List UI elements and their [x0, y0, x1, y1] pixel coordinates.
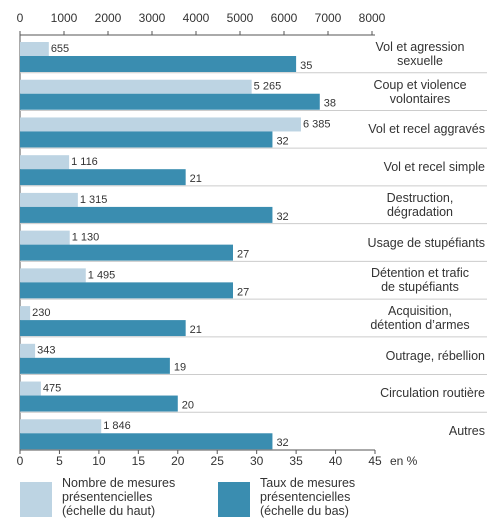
value-label: 230	[32, 307, 50, 319]
value-label: 1 116	[71, 156, 98, 168]
bar-bottom-scale	[20, 56, 297, 72]
value-label: 1 846	[103, 420, 131, 432]
value-label: 27	[237, 286, 249, 298]
value-label: 38	[324, 98, 336, 110]
category-label: Acquisition, détention d’armes	[370, 303, 470, 332]
top-tick-label: 1000	[51, 11, 78, 25]
bar-bottom-scale	[20, 433, 273, 450]
bar-top-scale	[20, 381, 41, 396]
top-tick-label: 5000	[227, 11, 254, 25]
value-label: 1 495	[88, 269, 116, 281]
legend-swatch	[20, 482, 52, 517]
bottom-tick-label: 45	[368, 454, 382, 468]
bottom-tick-label: 25	[211, 454, 225, 468]
bar-bottom-scale	[20, 395, 178, 412]
bar-bottom-scale	[20, 282, 233, 299]
bar-top-scale	[20, 192, 78, 207]
top-tick-label: 2000	[95, 11, 122, 25]
legend-label: Nombre de mesures présentencielles (éche…	[62, 476, 176, 518]
value-label: 21	[190, 173, 202, 185]
value-label: 32	[276, 135, 288, 147]
bottom-tick-label: 15	[132, 454, 146, 468]
bar-bottom-scale	[20, 206, 273, 223]
category-label: Coup et violence volontaires	[373, 77, 467, 106]
value-label: 21	[190, 324, 202, 336]
value-label: 19	[174, 362, 186, 374]
value-label: 343	[37, 345, 55, 357]
bar-top-scale	[20, 268, 86, 283]
top-tick-label: 6000	[271, 11, 298, 25]
value-label: 32	[276, 211, 288, 223]
category-label: Autres	[448, 424, 485, 439]
bar-bottom-scale	[20, 131, 273, 148]
bar-bottom-scale	[20, 244, 233, 261]
bar-top-scale	[20, 343, 36, 358]
category-label: Vol et recel aggravés	[368, 122, 485, 137]
top-tick-label: 8000	[359, 11, 386, 25]
value-label: 1 315	[80, 194, 108, 206]
bar-top-scale	[20, 155, 70, 170]
bottom-tick-label: 40	[329, 454, 343, 468]
bar-top-scale	[20, 306, 31, 321]
bar-top-scale	[20, 42, 49, 56]
category-label: Vol et agression sexuelle	[375, 39, 465, 68]
value-label: 5 265	[254, 81, 282, 93]
bar-top-scale	[20, 79, 252, 94]
category-label: Destruction, dégradation	[386, 190, 454, 219]
top-tick-label: 0	[17, 11, 24, 25]
value-label: 32	[276, 437, 288, 449]
value-label: 1 130	[72, 232, 100, 244]
value-label: 475	[43, 382, 61, 394]
bar-top-scale	[20, 230, 70, 245]
bottom-tick-label: 5	[56, 454, 63, 468]
top-tick-label: 7000	[315, 11, 342, 25]
bottom-tick-label: 20	[171, 454, 185, 468]
bottom-tick-label: 30	[250, 454, 264, 468]
category-label: Détention et trafic de stupéfiants	[371, 266, 469, 295]
category-label: Vol et recel simple	[383, 160, 485, 175]
value-label: 6 385	[303, 118, 331, 130]
bar-bottom-scale	[20, 93, 320, 110]
value-label: 655	[51, 43, 69, 55]
top-tick-label: 4000	[183, 11, 210, 25]
x-axis-label: en %	[390, 454, 418, 468]
category-label: Outrage, rébellion	[385, 348, 485, 363]
category-label: Usage de stupéfiants	[367, 235, 485, 250]
category-label: Circulation routière	[380, 386, 485, 401]
bar-bottom-scale	[20, 357, 170, 374]
legend-label: Taux de mesures présentencielles (échell…	[260, 476, 356, 518]
bottom-tick-label: 0	[17, 454, 24, 468]
value-label: 20	[182, 399, 194, 411]
bar-bottom-scale	[20, 169, 186, 186]
bar-top-scale	[20, 419, 102, 434]
bottom-tick-label: 10	[92, 454, 106, 468]
legend-swatch	[218, 482, 250, 517]
value-label: 27	[237, 249, 249, 261]
value-label: 35	[300, 60, 312, 72]
bar-bottom-scale	[20, 320, 186, 337]
bar-top-scale	[20, 117, 301, 132]
bottom-tick-label: 35	[289, 454, 303, 468]
top-tick-label: 3000	[139, 11, 166, 25]
